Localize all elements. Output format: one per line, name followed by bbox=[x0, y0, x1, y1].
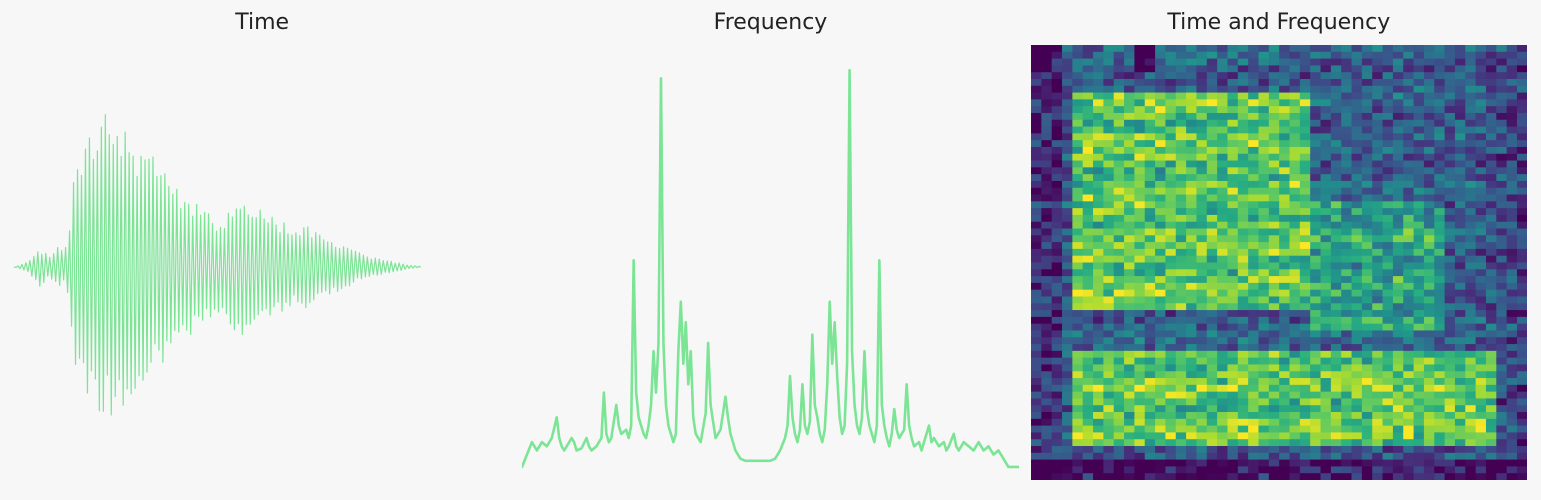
spectrogram-panel: Time and Frequency bbox=[1025, 10, 1533, 480]
time-title: Time bbox=[235, 10, 289, 35]
time-chart bbox=[14, 45, 510, 480]
frequency-chart bbox=[522, 45, 1018, 480]
frequency-panel: Frequency bbox=[516, 10, 1024, 480]
time-panel: Time bbox=[8, 10, 516, 480]
frequency-title: Frequency bbox=[714, 10, 828, 35]
spectrogram-chart bbox=[1031, 45, 1527, 480]
spectrogram-title: Time and Frequency bbox=[1167, 10, 1390, 35]
